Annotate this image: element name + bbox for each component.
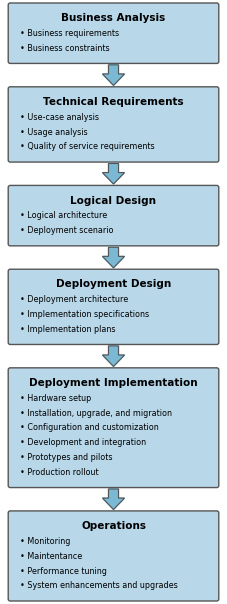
FancyBboxPatch shape xyxy=(8,269,219,344)
Text: Deployment Design: Deployment Design xyxy=(56,280,171,289)
Text: • Production rollout: • Production rollout xyxy=(20,468,99,477)
FancyBboxPatch shape xyxy=(8,185,219,246)
Text: • Hardware setup: • Hardware setup xyxy=(20,394,91,403)
Text: • Monitoring: • Monitoring xyxy=(20,537,71,546)
Text: • Prototypes and pilots: • Prototypes and pilots xyxy=(20,453,113,462)
Polygon shape xyxy=(103,346,124,367)
Text: Operations: Operations xyxy=(81,521,146,531)
FancyBboxPatch shape xyxy=(8,3,219,63)
Text: • Quality of service requirements: • Quality of service requirements xyxy=(20,143,155,152)
Text: • Deployment architecture: • Deployment architecture xyxy=(20,295,128,304)
Text: • Business constraints: • Business constraints xyxy=(20,44,110,53)
FancyBboxPatch shape xyxy=(8,368,219,487)
Text: • Logical architecture: • Logical architecture xyxy=(20,211,107,220)
Text: • Use-case analysis: • Use-case analysis xyxy=(20,113,99,122)
Polygon shape xyxy=(103,489,124,510)
Polygon shape xyxy=(103,164,124,184)
Text: Technical Requirements: Technical Requirements xyxy=(43,97,184,107)
Text: • Maintentance: • Maintentance xyxy=(20,551,82,561)
Text: • Development and integration: • Development and integration xyxy=(20,439,146,448)
Text: Logical Design: Logical Design xyxy=(71,196,156,206)
Text: Deployment Implementation: Deployment Implementation xyxy=(29,378,198,388)
Text: • Implementation specifications: • Implementation specifications xyxy=(20,310,149,319)
Polygon shape xyxy=(103,247,124,268)
Text: • Usage analysis: • Usage analysis xyxy=(20,127,88,137)
Text: • Deployment scenario: • Deployment scenario xyxy=(20,226,114,235)
Polygon shape xyxy=(103,65,124,85)
Text: • System enhancements and upgrades: • System enhancements and upgrades xyxy=(20,582,178,590)
FancyBboxPatch shape xyxy=(8,87,219,162)
Text: • Installation, upgrade, and migration: • Installation, upgrade, and migration xyxy=(20,409,172,417)
Text: • Configuration and customization: • Configuration and customization xyxy=(20,423,159,432)
FancyBboxPatch shape xyxy=(8,511,219,601)
Text: Business Analysis: Business Analysis xyxy=(61,13,166,23)
Text: • Performance tuning: • Performance tuning xyxy=(20,567,107,576)
Text: • Implementation plans: • Implementation plans xyxy=(20,325,116,334)
Text: • Business requirements: • Business requirements xyxy=(20,29,119,38)
